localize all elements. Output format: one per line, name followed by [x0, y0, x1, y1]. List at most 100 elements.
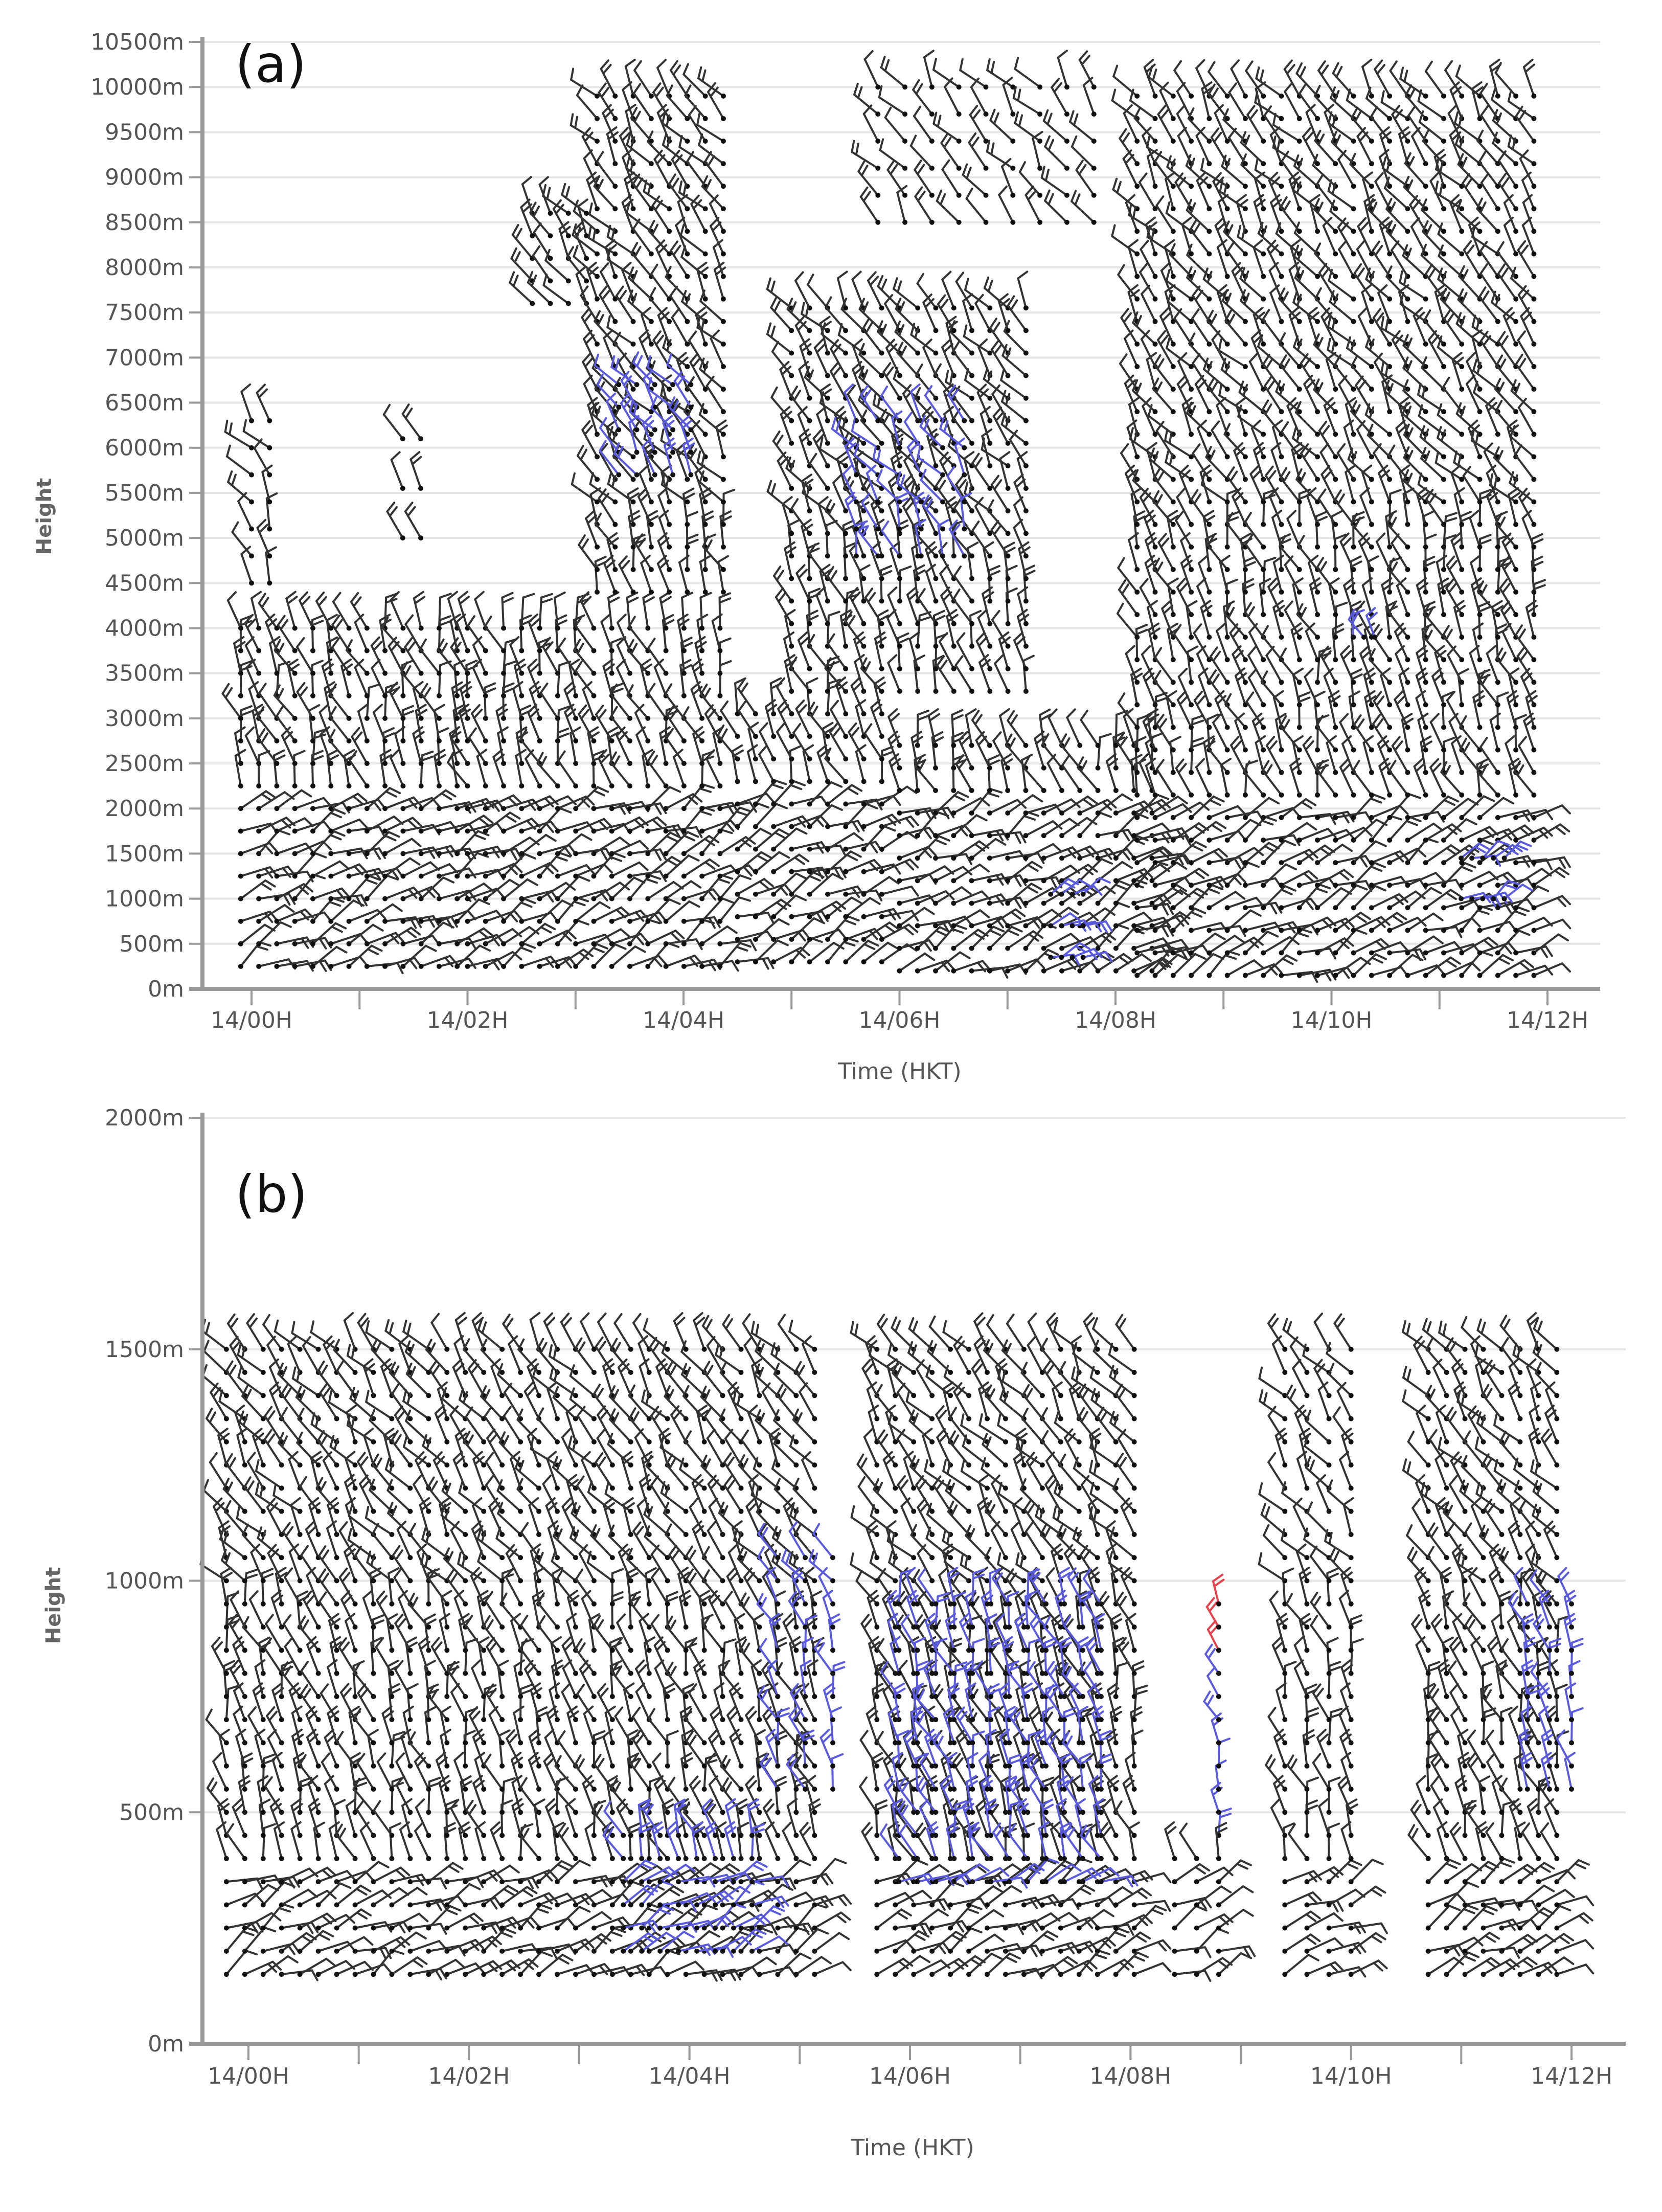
wind-barb — [1554, 1963, 1595, 1977]
wind-barb — [492, 749, 507, 789]
wind-barb — [290, 1497, 303, 1537]
wind-barb — [1395, 645, 1410, 685]
panel-b-chart: 0m 500m 1000m 1500m 2000m 14/00H 14/02H 14/04H 1… — [42, 1105, 1626, 2161]
wind-barb — [1508, 1358, 1523, 1398]
wind-barb — [969, 838, 1007, 861]
wind-barb — [432, 1451, 450, 1491]
wind-barb — [537, 1615, 560, 1653]
wind-barb — [454, 898, 490, 924]
wind-barb — [595, 1452, 615, 1491]
wind-barb — [971, 453, 993, 491]
wind-barb — [1131, 1962, 1172, 1977]
wind-barb — [1255, 66, 1284, 99]
wind-barb — [505, 1544, 523, 1584]
wind-barb — [1540, 1428, 1560, 1468]
wind-barb — [310, 945, 348, 969]
wind-barb — [1373, 691, 1393, 730]
wind-barb — [1506, 690, 1519, 730]
wind-barb — [257, 728, 280, 766]
wind-barb — [570, 67, 600, 99]
wind-barb — [681, 916, 721, 929]
x-tick-label: 14/10H — [1291, 1007, 1373, 1033]
wind-barb — [603, 555, 618, 595]
wind-barb — [1554, 1912, 1593, 1931]
wind-barb — [970, 1638, 985, 1676]
wind-barb — [1013, 496, 1029, 536]
wind-barb — [1332, 62, 1356, 99]
wind-barb — [609, 945, 646, 969]
wind-barb — [1499, 1315, 1523, 1352]
wind-barb — [326, 614, 338, 653]
wind-barb — [1520, 1752, 1533, 1792]
wind-barb — [424, 1706, 437, 1746]
wind-barb — [1442, 1636, 1454, 1676]
wind-barb — [258, 593, 280, 631]
wind-barb — [306, 1728, 321, 1769]
wind-barb — [681, 592, 694, 631]
x-tick-label: 14/00H — [211, 1007, 292, 1033]
wind-barb — [1021, 1822, 1035, 1861]
wind-barb — [1495, 691, 1509, 730]
wind-barb — [529, 201, 553, 239]
wind-barb — [809, 453, 830, 491]
wind-barb — [717, 555, 730, 595]
wind-barb — [666, 705, 687, 743]
y-tick-label: 2000m — [105, 796, 184, 822]
x-tick-label: 14/08H — [1075, 1007, 1156, 1033]
wind-barb — [324, 681, 336, 721]
wind-barb — [364, 683, 381, 721]
wind-barb — [238, 705, 253, 743]
wind-barb — [390, 749, 406, 789]
wind-barb — [1190, 489, 1212, 527]
y-tick-label: 7500m — [105, 300, 184, 326]
wind-barb — [454, 927, 494, 946]
wind-barb — [1290, 622, 1303, 663]
wind-barb — [1013, 1451, 1027, 1491]
wind-barb — [354, 659, 370, 698]
wind-barb — [328, 729, 352, 766]
wind-barb — [911, 1908, 949, 1931]
wind-barb — [1450, 464, 1465, 505]
wind-barb — [574, 615, 597, 653]
wind-barb — [723, 1452, 744, 1491]
wind-barb — [1172, 1970, 1212, 1982]
wind-barb — [1265, 1754, 1288, 1792]
wind-barb — [1429, 172, 1446, 212]
wind-barb — [386, 502, 405, 541]
wind-barb — [1176, 578, 1194, 618]
wind-barb — [1041, 733, 1065, 771]
wind-barb — [825, 520, 838, 559]
wind-barb — [990, 475, 1011, 514]
wind-barb — [467, 615, 488, 653]
wind-barb — [722, 1314, 744, 1352]
wind-barb — [893, 1955, 931, 1977]
wind-barb — [256, 904, 295, 924]
wind-barb — [678, 554, 690, 595]
wind-barb — [371, 659, 388, 698]
wind-barb — [446, 1568, 468, 1607]
wind-barb — [799, 1822, 817, 1861]
wind-barb — [1529, 1404, 1541, 1444]
wind-barb — [555, 705, 571, 743]
wind-barb — [1482, 1384, 1505, 1421]
wind-barb — [418, 789, 457, 811]
wind-barb — [310, 860, 350, 879]
wind-barb — [371, 1949, 405, 1977]
wind-barb — [1284, 82, 1302, 121]
wind-barb — [971, 520, 993, 559]
y-tick-label: 0m — [148, 976, 184, 1002]
wind-barb — [1082, 77, 1097, 117]
wind-barb — [353, 1708, 376, 1746]
wind-barb — [1372, 308, 1393, 347]
y-tick-label: 10500m — [90, 29, 184, 55]
y-tick-label: 1000m — [105, 1568, 184, 1594]
wind-barb — [1498, 173, 1519, 212]
wind-barb — [591, 1927, 626, 1954]
wind-barb — [456, 613, 470, 653]
wind-barb — [352, 1861, 390, 1885]
wind-barb — [1499, 1662, 1523, 1699]
wind-barb — [501, 592, 514, 631]
wind-barb — [486, 1637, 505, 1676]
wind-barb — [454, 852, 489, 879]
wind-barb — [240, 383, 254, 423]
